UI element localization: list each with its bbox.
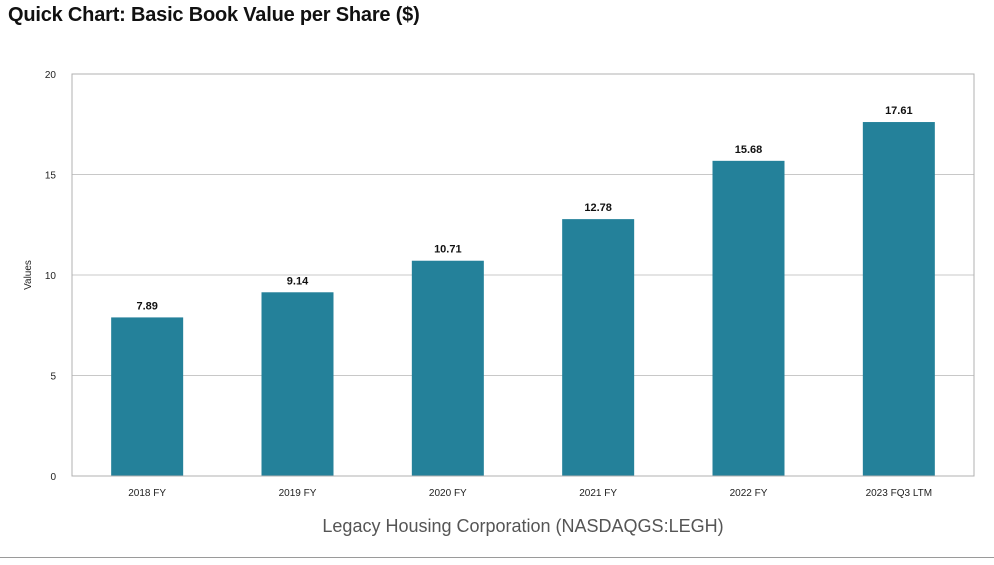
- bar: [111, 317, 184, 476]
- plot-frame: [71, 73, 975, 477]
- page-title: Quick Chart: Basic Book Value per Share …: [8, 4, 420, 26]
- y-tick-label: 0: [50, 472, 56, 483]
- bar-value-label: 17.61: [885, 105, 913, 117]
- x-tick-label: 2023 FQ3 LTM: [866, 488, 933, 499]
- x-axis: 2018 FY 2019 FY 2020 FY 2021 FY 2022 FY 2023 …: [128, 488, 932, 499]
- y-tick-label: 5: [50, 372, 56, 383]
- bar-value-label: 7.89: [136, 300, 157, 312]
- bar: [862, 122, 935, 476]
- bottom-divider: [0, 557, 994, 558]
- y-tick-label: 15: [45, 171, 57, 182]
- x-tick-label: 2021 FY: [579, 488, 617, 499]
- bar-value-label: 10.71: [434, 244, 462, 256]
- x-tick-label: 2020 FY: [429, 488, 467, 499]
- x-tick-label: 2018 FY: [128, 488, 166, 499]
- chart-caption: Legacy Housing Corporation (NASDAQGS:LEG…: [322, 516, 723, 536]
- bar-value-label: 9.14: [287, 275, 309, 287]
- bar-value-label: 12.78: [584, 202, 612, 214]
- bar: [562, 219, 635, 476]
- bar: [712, 160, 785, 476]
- bar-value-label: 15.68: [735, 144, 763, 156]
- x-tick-label: 2022 FY: [730, 488, 768, 499]
- bars: [111, 122, 935, 476]
- gridlines: [72, 73, 974, 477]
- data-labels: 7.89 9.14 10.71 12.78 15.68 17.61: [136, 105, 912, 312]
- bar: [411, 260, 484, 476]
- y-axis-title: Values: [23, 260, 34, 290]
- y-tick-label: 20: [45, 70, 57, 81]
- y-tick-label: 10: [45, 271, 57, 282]
- bar: [261, 292, 334, 476]
- y-axis: 0 5 10 15 20: [45, 70, 57, 483]
- x-tick-label: 2019 FY: [279, 488, 317, 499]
